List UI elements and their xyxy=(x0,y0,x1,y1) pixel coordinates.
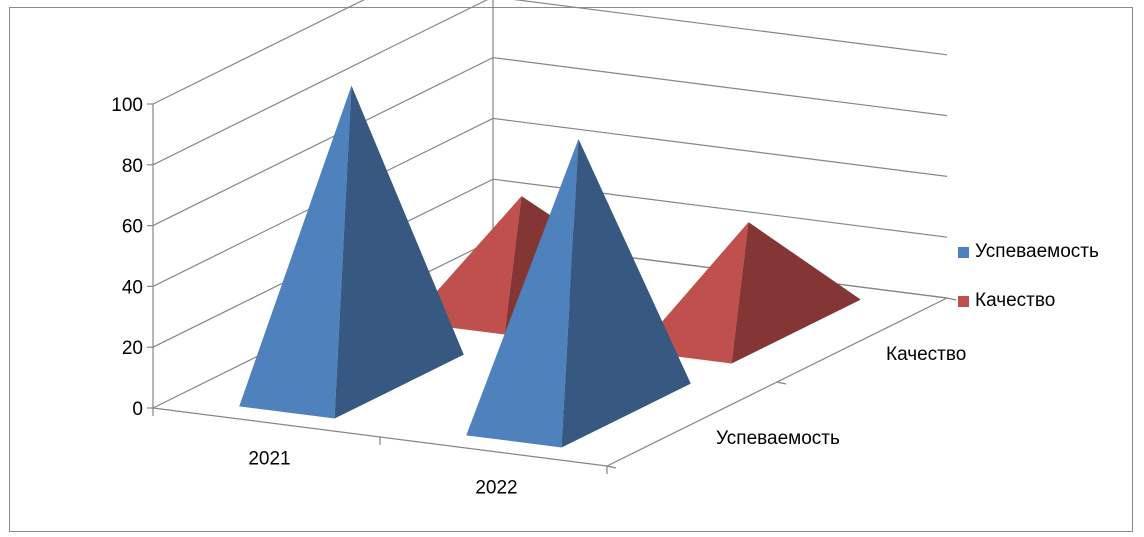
legend: Успеваемость Качество xyxy=(958,240,1099,338)
gridline xyxy=(152,0,365,105)
y-tick-label: 40 xyxy=(122,277,143,298)
depth-tick xyxy=(606,465,617,469)
depth-tick-label: Качество xyxy=(886,344,966,365)
depth-tick xyxy=(776,381,787,385)
legend-label-kachestvo: Качество xyxy=(975,290,1056,311)
legend-swatch-kachestvo xyxy=(958,295,969,307)
legend-swatch-uspevaemost xyxy=(958,246,969,258)
pyramid-side-face xyxy=(334,85,464,419)
y-tick-label: 20 xyxy=(122,338,143,359)
pyramid-front-face xyxy=(466,138,579,448)
depth-tick-label: Успеваемость xyxy=(716,428,840,449)
gridline xyxy=(152,0,948,166)
x-tick-label: 2021 xyxy=(248,449,290,470)
y-tick-label: 0 xyxy=(132,399,143,420)
y-tick-label: 80 xyxy=(122,156,143,177)
pyramid-uspevaemost-2021 xyxy=(239,85,464,419)
pyramid-front-face xyxy=(239,85,352,419)
depth-tick xyxy=(946,297,957,301)
pyramids xyxy=(239,85,861,448)
pyramid-side-face xyxy=(731,222,861,364)
axis-labels: 0 20 40 60 80 100 2021 2022 Успеваемость Качество xyxy=(111,95,966,499)
y-tick-label: 100 xyxy=(111,95,143,116)
x-tick-label: 2022 xyxy=(475,478,517,499)
pyramid-uspevaemost-2022 xyxy=(466,138,691,448)
pyramid-side-face xyxy=(561,138,691,448)
legend-label-uspevaemost: Успеваемость xyxy=(975,241,1099,262)
legend-item-uspevaemost: Успеваемость xyxy=(958,240,1099,264)
gridline xyxy=(152,56,948,227)
y-tick-label: 60 xyxy=(122,217,143,238)
legend-item-kachestvo: Качество xyxy=(958,289,1099,313)
